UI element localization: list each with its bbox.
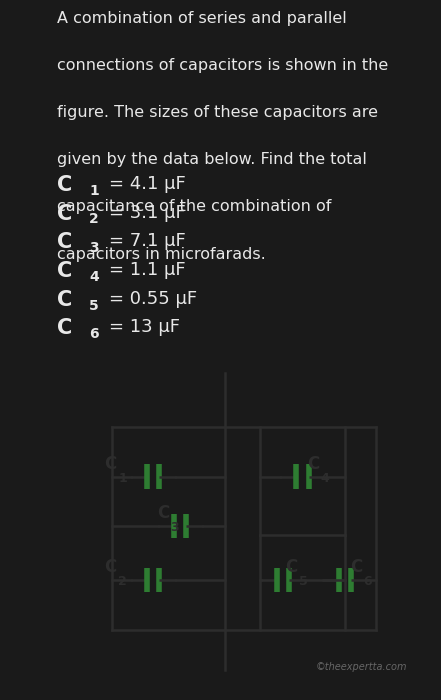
Text: 6: 6: [363, 575, 372, 588]
Text: = 0.55 μF: = 0.55 μF: [109, 290, 198, 308]
Text: = 3.1 μF: = 3.1 μF: [109, 204, 186, 222]
Text: = 13 μF: = 13 μF: [109, 318, 180, 337]
Text: = 4.1 μF: = 4.1 μF: [109, 175, 186, 193]
Text: 6: 6: [89, 328, 99, 342]
Text: 1: 1: [89, 183, 99, 197]
Text: C: C: [57, 290, 73, 310]
Text: = 7.1 μF: = 7.1 μF: [109, 232, 186, 251]
Text: C: C: [350, 559, 362, 576]
Text: C: C: [105, 455, 117, 473]
Text: 3: 3: [171, 521, 179, 534]
Text: C: C: [307, 455, 319, 473]
Text: 5: 5: [89, 298, 99, 312]
Text: C: C: [57, 204, 73, 224]
Text: 4: 4: [89, 270, 99, 284]
Text: capacitance of the combination of: capacitance of the combination of: [57, 199, 332, 214]
Text: connections of capacitors is shown in the: connections of capacitors is shown in th…: [57, 58, 389, 73]
Text: C: C: [157, 505, 169, 522]
Text: C: C: [57, 175, 73, 195]
Text: given by the data below. Find the total: given by the data below. Find the total: [57, 153, 367, 167]
Text: 2: 2: [89, 213, 99, 227]
Text: C: C: [57, 232, 73, 253]
Text: 4: 4: [321, 472, 329, 484]
Text: C: C: [105, 559, 117, 576]
Text: 3: 3: [89, 241, 99, 256]
Text: 5: 5: [299, 575, 307, 588]
Text: capacitors in microfarads.: capacitors in microfarads.: [57, 247, 266, 262]
Text: C: C: [57, 318, 73, 339]
Text: figure. The sizes of these capacitors are: figure. The sizes of these capacitors ar…: [57, 105, 378, 120]
Text: ©theexpertta.com: ©theexpertta.com: [316, 662, 407, 672]
Text: = 1.1 μF: = 1.1 μF: [109, 261, 186, 279]
Text: 1: 1: [118, 472, 127, 484]
Text: 2: 2: [118, 575, 127, 588]
Text: A combination of series and parallel: A combination of series and parallel: [57, 10, 347, 25]
Text: C: C: [57, 261, 73, 281]
Text: C: C: [285, 559, 297, 576]
